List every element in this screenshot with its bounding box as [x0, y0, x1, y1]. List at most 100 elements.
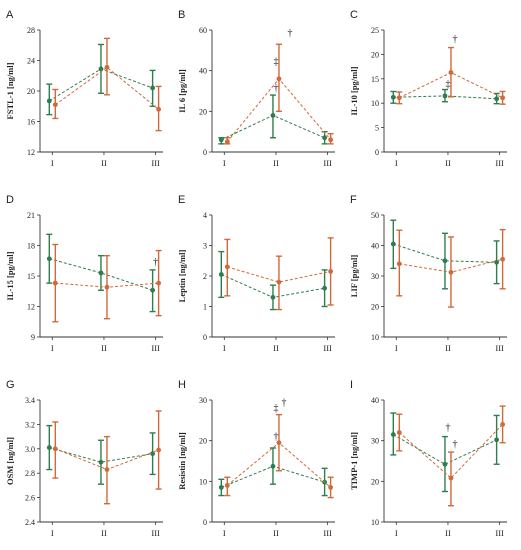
data-point-green: [218, 272, 224, 277]
data-point-green: [322, 285, 328, 291]
y-tick-label: 16: [27, 118, 35, 127]
data-point-green: [150, 287, 156, 293]
data-point-orange: [52, 102, 58, 108]
x-tick-label: II: [445, 158, 451, 168]
data-point-green: [98, 459, 104, 465]
y-tick-label: 40: [371, 396, 379, 405]
data-point-green: [270, 463, 276, 469]
y-tick-label: 20: [27, 87, 35, 96]
y-tick-label: 25: [371, 26, 379, 35]
data-point-green: [494, 259, 500, 265]
data-point-green: [46, 256, 52, 262]
data-point-orange: [104, 284, 110, 290]
series-line-green: [49, 258, 153, 291]
y-tick-label: 2.8: [25, 469, 35, 478]
significance-mark: †: [153, 257, 158, 268]
x-tick-label: III: [323, 158, 332, 168]
data-point-green: [442, 258, 448, 264]
x-tick-label: I: [51, 528, 54, 538]
y-tick-label: 2.6: [25, 494, 35, 503]
y-tick-label: 15: [371, 75, 379, 84]
y-tick-label: 3.2: [25, 420, 35, 429]
y-tick-label: 20: [199, 437, 207, 446]
panel-letter: C: [350, 9, 358, 21]
data-point-green: [150, 451, 156, 457]
panel-letter: I: [350, 379, 353, 391]
x-tick-label: II: [273, 158, 279, 168]
data-point-orange: [276, 279, 282, 285]
y-tick-label: 0: [203, 518, 207, 527]
x-tick-label: I: [395, 343, 398, 353]
data-point-orange: [448, 269, 454, 275]
significance-mark: †: [452, 34, 457, 45]
y-tick-label: 30: [371, 437, 379, 446]
significance-mark: †: [445, 423, 450, 434]
y-tick-label: 30: [199, 396, 207, 405]
x-tick-label: III: [495, 158, 504, 168]
data-point-green: [150, 85, 156, 91]
y-tick-label: 2.4: [25, 518, 35, 527]
y-tick-label: 10: [371, 518, 379, 527]
data-point-green: [494, 96, 500, 102]
panel-letter: A: [6, 9, 14, 21]
panel-letter: F: [350, 194, 357, 206]
x-tick-label: II: [273, 528, 279, 538]
data-point-green: [442, 93, 448, 99]
data-point-orange: [156, 447, 162, 453]
y-tick-label: 3.4: [25, 396, 35, 405]
y-tick-label: 21: [27, 211, 35, 220]
significance-mark: †: [273, 431, 278, 442]
y-tick-label: 0: [203, 148, 207, 157]
x-tick-label: III: [495, 343, 504, 353]
data-point-green: [46, 445, 52, 450]
significance-mark: ‡: [445, 79, 450, 90]
y-tick-label: 50: [371, 211, 379, 220]
data-point-orange: [396, 95, 402, 101]
data-point-green: [270, 294, 276, 300]
data-point-orange: [448, 70, 454, 75]
data-point-orange: [52, 446, 58, 452]
y-tick-label: 60: [199, 26, 207, 35]
y-axis-label: Resistin [ng/ml]: [177, 432, 187, 490]
y-tick-label: 30: [371, 272, 379, 281]
y-tick-label: 18: [27, 242, 35, 251]
x-tick-label: I: [395, 158, 398, 168]
x-tick-label: III: [151, 528, 160, 538]
y-axis-label: Leptin [ng/ml]: [177, 250, 187, 303]
y-axis-label: IL 6 [pg/ml]: [177, 69, 187, 113]
y-tick-label: 12: [27, 303, 35, 312]
data-point-orange: [104, 64, 110, 70]
data-point-orange: [328, 137, 334, 143]
significance-mark: †: [287, 28, 292, 39]
y-tick-label: 3.0: [25, 445, 35, 454]
data-point-green: [390, 241, 396, 247]
x-tick-label: I: [395, 528, 398, 538]
x-tick-label: II: [101, 158, 107, 168]
data-point-green: [322, 135, 328, 141]
data-point-orange: [328, 485, 334, 490]
data-point-orange: [500, 95, 506, 101]
data-point-orange: [224, 483, 230, 488]
data-point-orange: [276, 440, 282, 446]
data-point-green: [442, 461, 448, 467]
y-tick-label: 1: [203, 303, 207, 312]
x-tick-label: I: [51, 343, 54, 353]
data-point-green: [494, 437, 500, 443]
series-line-green: [49, 447, 153, 463]
x-tick-label: III: [323, 343, 332, 353]
panel-letter: G: [6, 379, 15, 391]
x-tick-label: III: [495, 528, 504, 538]
y-tick-label: 10: [199, 477, 207, 486]
y-tick-label: 10: [371, 333, 379, 342]
y-tick-label: 12: [27, 148, 35, 157]
data-point-orange: [328, 269, 334, 274]
y-tick-label: 40: [199, 67, 207, 76]
x-tick-label: III: [323, 528, 332, 538]
y-tick-label: 15: [27, 272, 35, 281]
